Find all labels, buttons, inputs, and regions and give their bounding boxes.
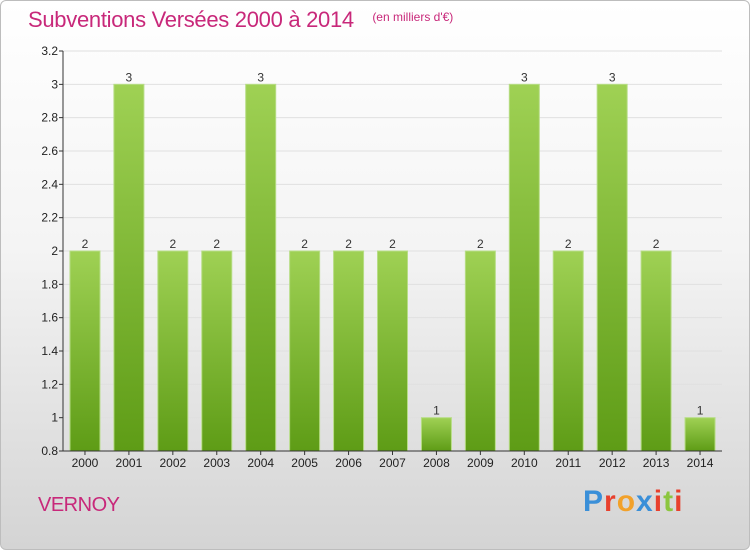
data-label: 2 <box>653 237 660 251</box>
bar <box>464 250 496 452</box>
bar <box>113 83 145 452</box>
y-tick-label: 2.8 <box>41 111 58 125</box>
brand-letter: i <box>653 485 664 518</box>
bar <box>508 83 540 452</box>
x-tick-label: 2008 <box>423 456 450 470</box>
y-tick-label: 3.2 <box>41 44 58 58</box>
y-tick-label: 1.4 <box>41 344 58 358</box>
y-tick-label: 2.2 <box>41 211 58 225</box>
bar <box>289 250 321 452</box>
bar <box>420 417 452 452</box>
chart-title: Subventions Versées 2000 à 2014 <box>28 7 354 32</box>
brand-letter: x <box>636 485 654 518</box>
bar <box>333 250 365 452</box>
bar-chart: 0.8 1 1.2 1.4 1.6 1.8 2 2.2 2.4 2.6 2.8 3 3.2 2 2000 3 2… <box>41 44 722 470</box>
data-label: 2 <box>345 237 352 251</box>
brand-letter: t <box>663 485 675 518</box>
y-tick-label: 1.6 <box>41 311 58 325</box>
y-tick-label: 1.8 <box>41 277 58 291</box>
data-label: 2 <box>82 237 89 251</box>
data-label: 3 <box>257 70 264 84</box>
data-label: 2 <box>389 237 396 251</box>
bar <box>69 250 101 452</box>
brand-logo: Proxiti <box>583 485 683 519</box>
x-tick-label: 2007 <box>379 456 406 470</box>
data-label: 2 <box>477 237 484 251</box>
bar <box>157 250 189 452</box>
brand-letter: o <box>616 485 637 518</box>
town-name: VERNOY <box>38 494 120 516</box>
bar <box>640 250 672 452</box>
y-tick-label: 1 <box>51 411 58 425</box>
title-row: Subventions Versées 2000 à 2014 (en mill… <box>28 7 453 33</box>
x-tick-label: 2005 <box>291 456 318 470</box>
x-tick-label: 2012 <box>599 456 626 470</box>
brand-letter: r <box>604 485 617 518</box>
x-tick-label: 2003 <box>203 456 230 470</box>
y-tick-label: 2 <box>51 244 58 258</box>
brand-letter: i <box>674 485 684 518</box>
x-tick-label: 2006 <box>335 456 362 470</box>
data-label: 2 <box>169 237 176 251</box>
x-tick-label: 2000 <box>72 456 99 470</box>
x-tick-label: 2004 <box>247 456 274 470</box>
y-tick-label: 1.2 <box>41 377 58 391</box>
x-tick-label: 2014 <box>687 456 714 470</box>
x-tick-label: 2001 <box>116 456 143 470</box>
data-label: 2 <box>301 237 308 251</box>
bar <box>596 83 628 452</box>
chart-subtitle: (en milliers d'€) <box>372 10 454 24</box>
y-tick-label: 2.4 <box>41 177 58 191</box>
x-tick-label: 2011 <box>555 456 581 470</box>
bar <box>201 250 233 452</box>
data-label: 2 <box>213 237 220 251</box>
x-tick-label: 2009 <box>467 456 494 470</box>
data-label: 3 <box>609 70 616 84</box>
data-label: 2 <box>565 237 572 251</box>
y-tick-label: 0.8 <box>41 444 58 458</box>
brand-letter: P <box>583 485 605 518</box>
data-label: 1 <box>433 404 440 418</box>
data-label: 3 <box>521 70 528 84</box>
x-tick-label: 2010 <box>511 456 538 470</box>
y-tick-label: 3 <box>51 77 58 91</box>
bar <box>684 417 716 452</box>
bar <box>377 250 408 452</box>
x-tick-label: 2013 <box>643 456 670 470</box>
x-tick-label: 2002 <box>159 456 186 470</box>
y-tick-label: 2.6 <box>41 144 58 158</box>
bar <box>245 83 277 452</box>
bar <box>552 250 584 452</box>
data-label: 1 <box>697 404 704 418</box>
data-label: 3 <box>126 70 133 84</box>
